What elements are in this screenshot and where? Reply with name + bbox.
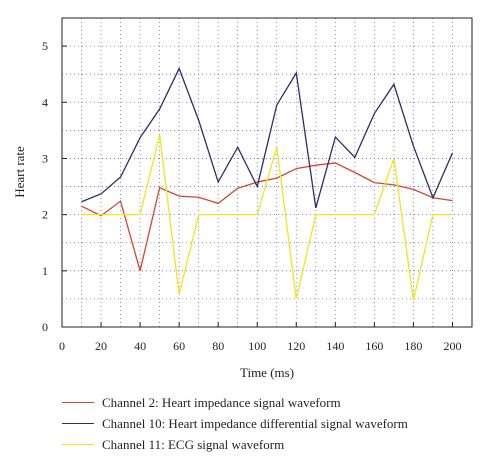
legend-item: Channel 2: Heart impedance signal wavefo… [62, 392, 408, 413]
plot-frame [61, 17, 473, 328]
y-tick-label: 5 [42, 39, 48, 53]
x-tick-label: 160 [365, 339, 383, 353]
x-tick-label: 60 [173, 339, 185, 353]
x-tick-label: 180 [404, 339, 422, 353]
line-chart: 0 20 40 60 80 100 120 140 160 180 200 0 1 2 3 4 5 Time (… [12, 17, 473, 380]
legend-swatch [62, 402, 94, 403]
y-tick-label: 0 [42, 320, 48, 334]
x-tick-label: 120 [287, 339, 305, 353]
x-tick-label: 20 [95, 339, 107, 353]
plot-area [62, 18, 472, 327]
series-layer [81, 66, 454, 301]
x-tick-label: 100 [248, 339, 266, 353]
y-tick-label: 3 [42, 151, 48, 165]
legend-item: Channel 10: Heart impedance differential… [62, 413, 408, 434]
legend: Channel 2: Heart impedance signal wavefo… [62, 392, 408, 455]
legend-swatch [62, 423, 94, 424]
legend-label: Channel 2: Heart impedance signal wavefo… [102, 394, 341, 410]
x-tick-label: 0 [59, 339, 65, 353]
axes: 0 20 40 60 80 100 120 140 160 180 200 0 1 2 3 4 5 [42, 17, 473, 353]
legend-swatch [62, 444, 94, 445]
y-tick-label: 4 [42, 95, 48, 109]
legend-label: Channel 10: Heart impedance differential… [102, 415, 408, 431]
legend-label: Channel 11: ECG signal waveform [102, 436, 285, 452]
x-tick-label: 200 [443, 339, 461, 353]
x-axis-title: Time (ms) [240, 365, 294, 380]
y-tick-label: 1 [42, 264, 48, 278]
x-tick-label: 140 [326, 339, 344, 353]
x-tick-label: 80 [212, 339, 224, 353]
y-tick-label: 2 [42, 208, 48, 222]
legend-item: Channel 11: ECG signal waveform [62, 434, 408, 455]
series-line-2 [81, 66, 454, 209]
x-tick-label: 40 [134, 339, 146, 353]
series-line-3 [81, 134, 453, 301]
y-axis-title: Heart rate [12, 146, 27, 198]
